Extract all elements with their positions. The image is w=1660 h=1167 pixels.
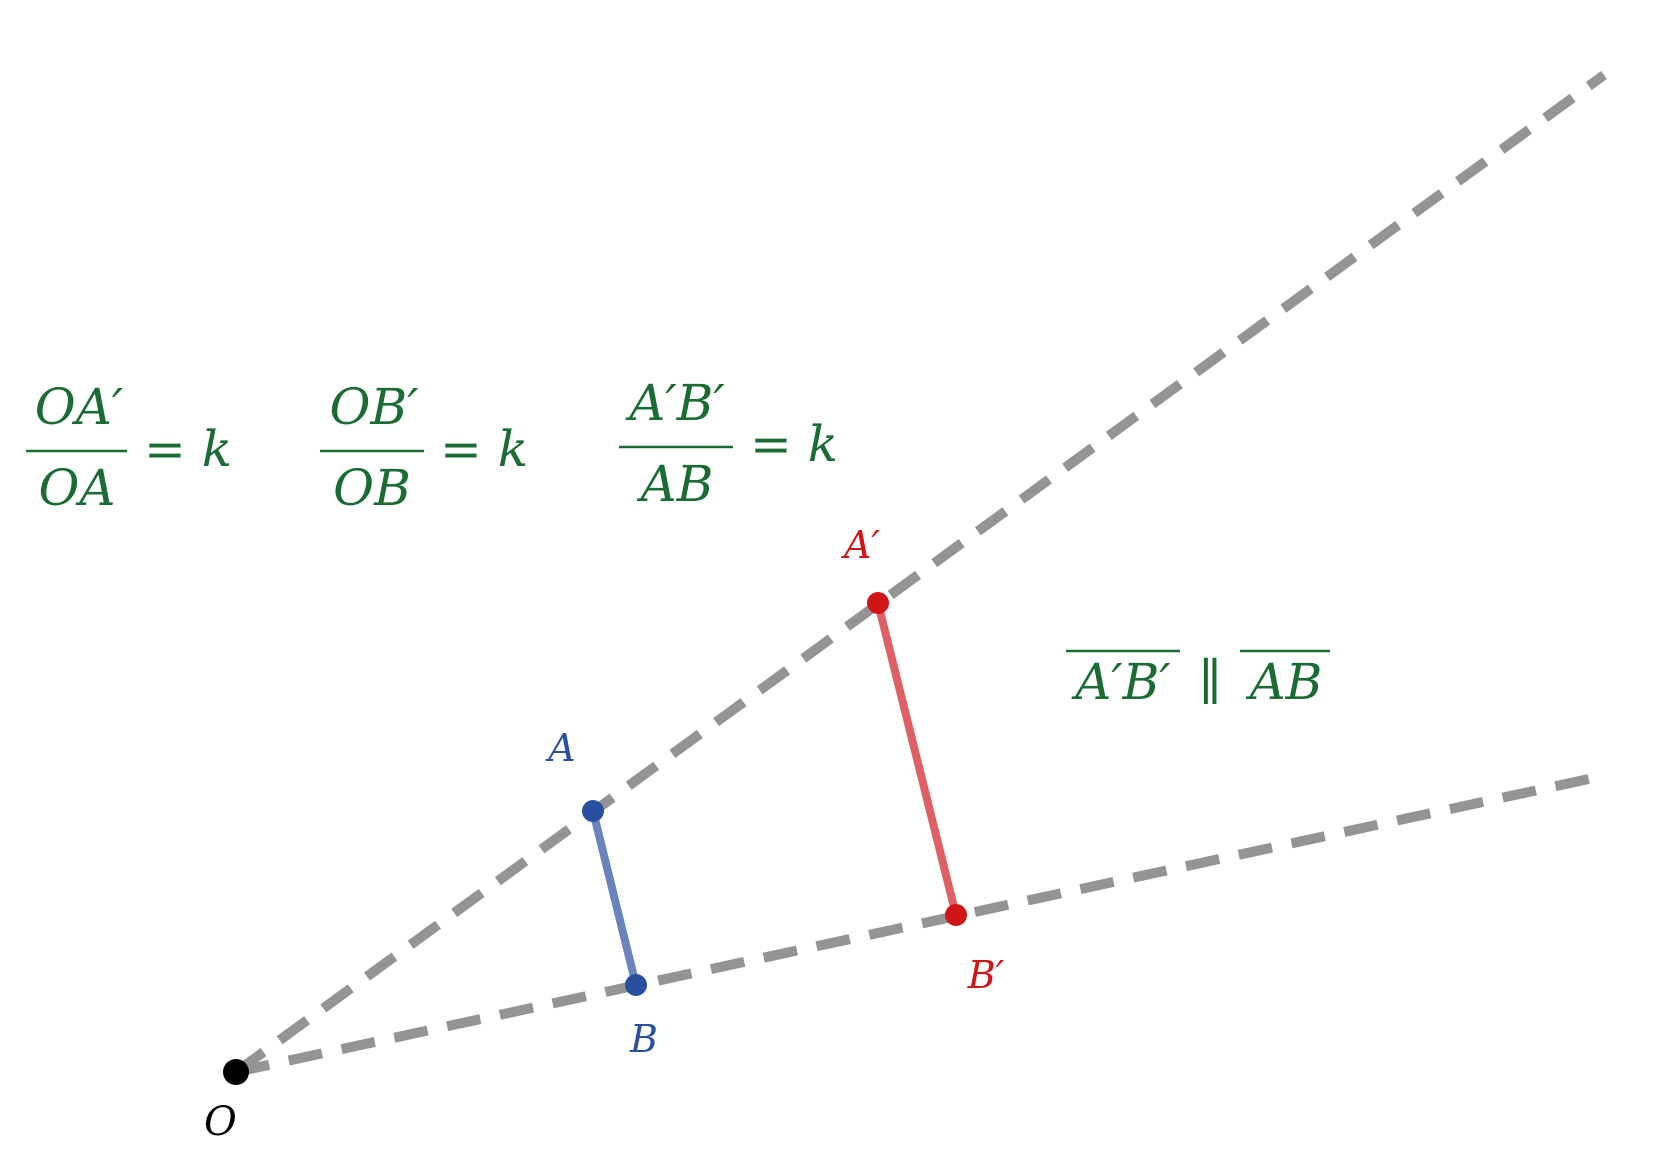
ray-oa: [233, 70, 1607, 1077]
point-b: [625, 974, 647, 996]
ratio-a-rhs: = k: [144, 420, 232, 478]
ratio-ab-rhs: = k: [750, 415, 838, 473]
point-o: [223, 1059, 249, 1085]
formula-ratio-ab: A′B′ AB = k: [619, 374, 838, 513]
ratio-b-rhs: = k: [440, 420, 528, 478]
ratio-b-numerator: OB′: [329, 378, 419, 436]
formula-ratio-b: OB′ OB = k: [320, 378, 528, 517]
formula-ratio-a: OA′ OA = k: [26, 378, 232, 517]
ratio-a-denominator: OA: [38, 459, 115, 517]
segment-a-prime-b-prime: [874, 602, 960, 916]
label-b-prime: B′: [967, 953, 1005, 997]
point-b-prime: [945, 904, 967, 926]
parallel-symbol: ∥: [1198, 653, 1221, 711]
parallel-left: A′B′: [1071, 653, 1171, 711]
ratio-ab-numerator: A′B′: [625, 374, 725, 432]
label-a: A: [545, 726, 575, 770]
label-b: B: [629, 1017, 658, 1061]
point-a-prime: [867, 592, 889, 614]
segment-ab: [589, 810, 640, 986]
parallel-right: AB: [1246, 653, 1323, 711]
formula-parallel: A′B′ ∥ AB: [1066, 649, 1330, 711]
point-a: [582, 800, 604, 822]
label-a-prime: A′: [841, 523, 880, 567]
ratio-a-numerator: OA′: [35, 378, 124, 436]
ratio-ab-denominator: AB: [637, 455, 714, 513]
ray-ob: [234, 772, 1600, 1077]
label-o: O: [204, 1099, 237, 1145]
ratio-b-denominator: OB: [333, 459, 411, 517]
